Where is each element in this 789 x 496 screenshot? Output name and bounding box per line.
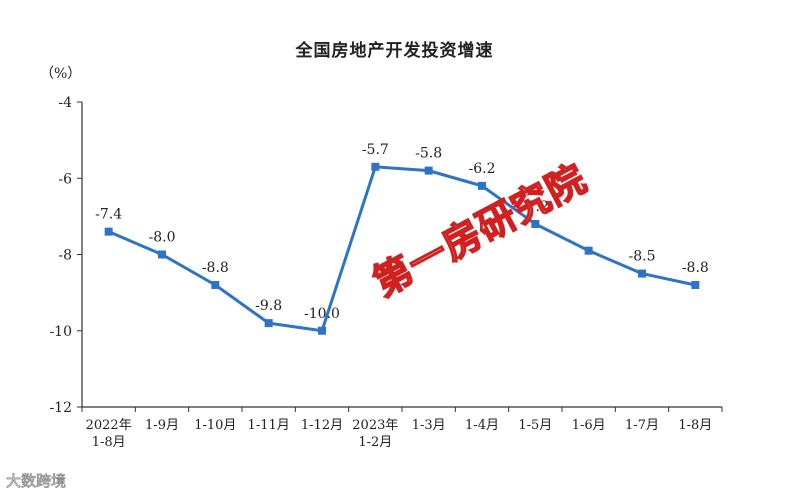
data-point xyxy=(424,166,433,175)
x-tick-label: 1-5月 xyxy=(518,418,552,433)
x-tick-label: 1-8月 xyxy=(92,435,126,450)
data-point xyxy=(531,220,540,228)
data-point xyxy=(211,281,220,289)
x-tick-label: 1-12月 xyxy=(301,418,343,433)
data-point xyxy=(318,326,326,335)
x-tick-label: 1-4月 xyxy=(465,418,499,433)
x-tick-label: 1-8月 xyxy=(678,418,712,433)
data-label: -8.8 xyxy=(682,260,709,276)
data-label: -8.0 xyxy=(149,230,176,246)
data-label: -5.8 xyxy=(415,146,442,162)
data-point xyxy=(371,162,380,171)
y-axis-unit-label: （%） xyxy=(40,66,82,82)
data-label: -6.2 xyxy=(469,161,496,177)
data-label: -9.8 xyxy=(255,298,282,314)
data-point xyxy=(158,250,166,259)
data-label: -8.5 xyxy=(629,249,656,265)
data-label: -7.2 xyxy=(522,199,549,215)
y-tick-label: -8 xyxy=(58,248,72,264)
chart-title: 全国房地产开发投资增速 xyxy=(295,41,494,61)
data-point xyxy=(691,281,700,289)
data-point xyxy=(638,269,646,278)
data-point xyxy=(584,246,593,255)
x-tick-label: 1-10月 xyxy=(194,418,236,433)
data-point xyxy=(104,227,113,236)
data-label: -7.4 xyxy=(95,207,122,223)
y-tick-label: -12 xyxy=(49,400,72,416)
x-tick-label: 2023年 xyxy=(352,418,398,433)
x-tick-label: 1-11月 xyxy=(248,418,290,433)
x-tick-label: 1-9月 xyxy=(145,418,179,433)
data-point xyxy=(478,181,486,190)
corner-watermark: 大数跨境 xyxy=(6,472,67,491)
data-label: -8.8 xyxy=(202,260,229,276)
series-line xyxy=(108,165,696,333)
x-tick-label: 2022年 xyxy=(86,418,132,433)
y-tick-label: -6 xyxy=(58,171,72,187)
x-tick-label: 1-3月 xyxy=(412,418,446,433)
x-tick-label: 1-2月 xyxy=(358,435,392,450)
data-label: -10.0 xyxy=(304,306,340,322)
x-tick-label: 1-6月 xyxy=(572,418,606,433)
data-label: -5.7 xyxy=(362,142,389,158)
y-tick-label: -4 xyxy=(58,95,72,111)
y-tick-label: -10 xyxy=(49,324,72,340)
data-point xyxy=(264,319,273,328)
x-tick-label: 1-7月 xyxy=(625,418,659,433)
